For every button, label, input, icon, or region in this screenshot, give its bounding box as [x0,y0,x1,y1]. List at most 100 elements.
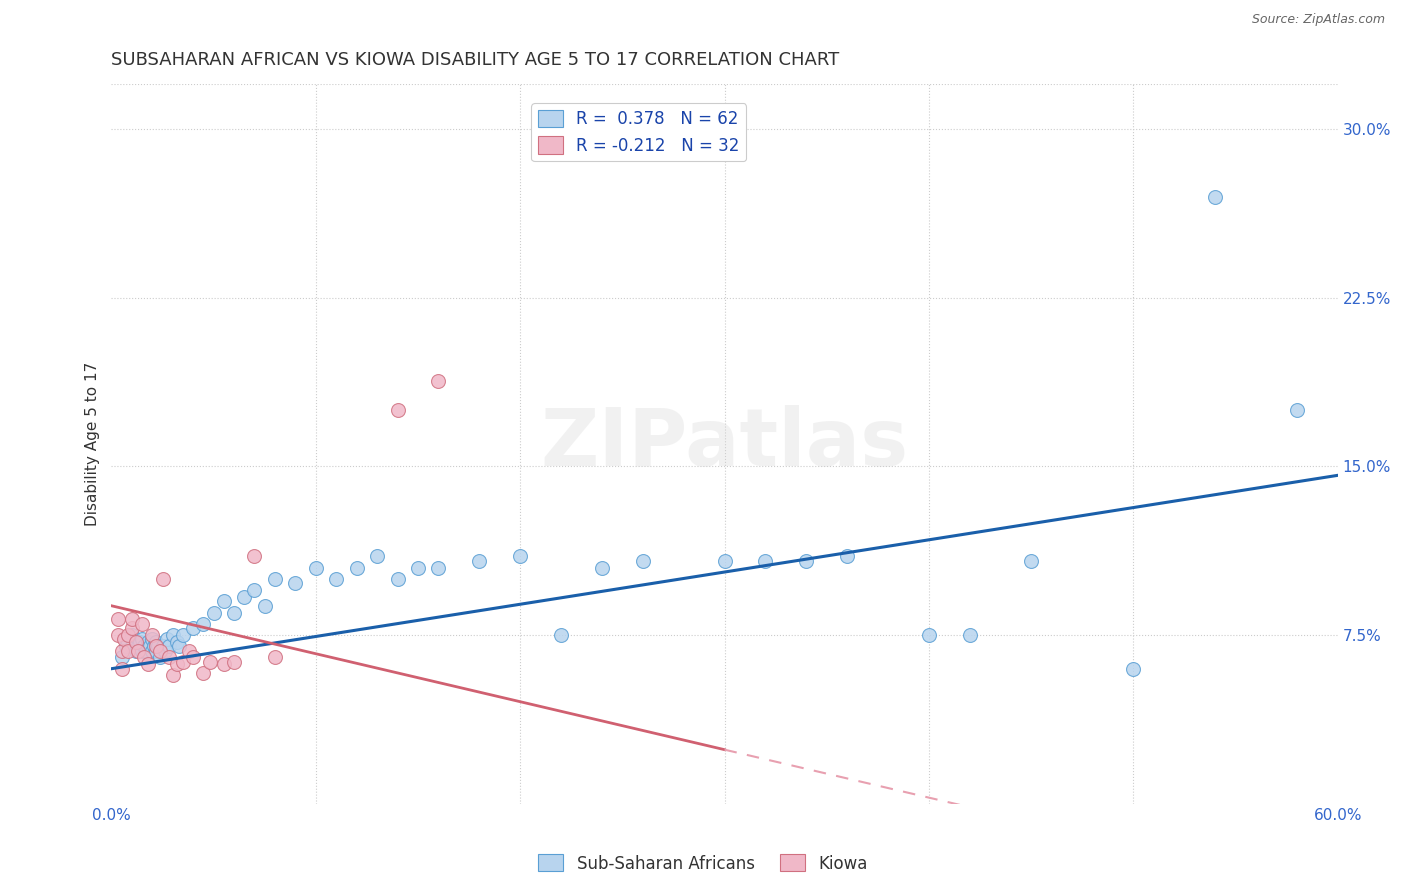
Point [127,644,149,658]
Point [149,644,172,658]
Point [135,644,157,658]
Point [143,639,166,653]
Point [132,650,155,665]
Point [509,549,531,564]
Point [141,628,163,642]
Point [631,554,654,568]
Point [121,612,143,626]
Point [468,554,491,568]
Point [366,549,388,564]
Point [166,657,188,672]
Point [121,628,143,642]
Point [167,639,190,653]
Point [177,644,200,658]
Point [325,572,347,586]
Point [131,644,153,658]
Point [959,628,981,642]
Point [155,632,177,647]
Point [427,560,450,574]
Point [202,606,225,620]
Point [754,554,776,568]
Point [264,572,287,586]
Point [132,639,155,653]
Point [406,560,429,574]
Point [107,612,129,626]
Point [794,554,817,568]
Point [152,639,174,653]
Legend: R =  0.378   N = 62, R = -0.212   N = 32: R = 0.378 N = 62, R = -0.212 N = 32 [531,103,747,161]
Text: SUBSAHARAN AFRICAN VS KIOWA DISABILITY AGE 5 TO 17 CORRELATION CHART: SUBSAHARAN AFRICAN VS KIOWA DISABILITY A… [111,51,839,69]
Point [181,621,204,635]
Point [145,639,167,653]
Text: ZIPatlas: ZIPatlas [540,405,908,483]
Point [157,639,180,653]
Point [148,639,170,653]
Point [166,634,188,648]
Point [131,632,153,647]
Point [1204,189,1226,203]
Point [1122,662,1144,676]
Point [149,650,172,665]
Point [212,657,235,672]
Y-axis label: Disability Age 5 to 17: Disability Age 5 to 17 [86,362,100,526]
Point [253,599,276,613]
Point [153,644,176,658]
Point [111,650,134,665]
Point [222,655,245,669]
Point [117,628,139,642]
Point [131,616,153,631]
Point [243,549,266,564]
Point [145,634,167,648]
Point [141,632,163,647]
Point [837,549,859,564]
Point [1019,554,1042,568]
Point [918,628,941,642]
Point [129,634,152,648]
Point [591,560,613,574]
Point [111,644,134,658]
Point [111,662,134,676]
Point [346,560,368,574]
Point [222,606,245,620]
Point [243,582,266,597]
Point [713,554,735,568]
Point [172,628,194,642]
Point [193,616,215,631]
Point [305,560,328,574]
Legend: Sub-Saharan Africans, Kiowa: Sub-Saharan Africans, Kiowa [531,847,875,880]
Point [125,634,148,648]
Point [162,628,184,642]
Point [141,644,163,658]
Point [107,628,129,642]
Point [198,655,221,669]
Text: Source: ZipAtlas.com: Source: ZipAtlas.com [1251,13,1385,27]
Point [157,650,180,665]
Point [550,628,572,642]
Point [112,632,135,647]
Point [127,639,149,653]
Point [284,576,307,591]
Point [264,650,287,665]
Point [121,639,143,653]
Point [139,639,162,653]
Point [427,374,450,388]
Point [136,639,159,653]
Point [387,403,409,417]
Point [117,634,139,648]
Point [162,668,184,682]
Point [121,621,143,635]
Point [125,644,148,658]
Point [233,590,256,604]
Point [212,594,235,608]
Point [114,639,136,653]
Point [117,644,139,658]
Point [136,634,159,648]
Point [193,666,215,681]
Point [145,644,167,658]
Point [152,572,174,586]
Point [1285,403,1308,417]
Point [172,655,194,669]
Point [181,650,204,665]
Point [387,572,409,586]
Point [136,657,159,672]
